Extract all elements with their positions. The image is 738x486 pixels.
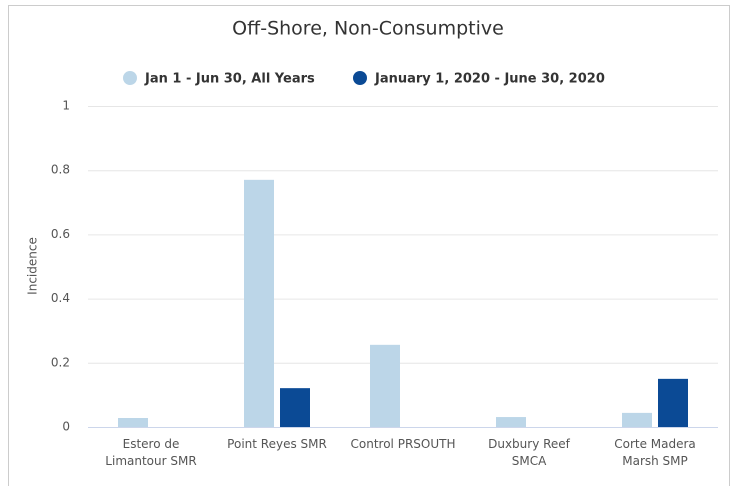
y-tick-label: 1 [62,99,70,113]
bar [622,412,652,427]
y-tick-label: 0 [62,420,70,434]
legend-marker [123,71,137,85]
bar [658,378,688,427]
y-tick-label: 0.4 [51,291,70,305]
x-tick-label: Corte Madera Marsh SMP [614,437,696,468]
y-tick-label: 0.8 [51,163,70,177]
bar [370,344,400,427]
y-tick-label: 0.6 [51,227,70,241]
legend-label: January 1, 2020 - June 30, 2020 [374,72,605,87]
legend-marker [353,71,367,85]
x-tick-label: Duxbury Reef SMCA [488,437,571,468]
x-tick-label: Estero de Limantour SMR [105,437,196,468]
legend-label: Jan 1 - Jun 30, All Years [144,72,315,87]
chart-frame [8,5,730,486]
bar [496,417,526,427]
bar [280,388,310,427]
bar [244,179,274,427]
y-tick-label: 0.2 [51,355,70,369]
y-axis-label: Incidence [26,237,40,295]
chart-title: Off-Shore, Non-Consumptive [232,18,504,40]
x-tick-label: Control PRSOUTH [351,437,456,451]
x-tick-label: Point Reyes SMR [227,437,327,451]
bar [118,418,148,427]
